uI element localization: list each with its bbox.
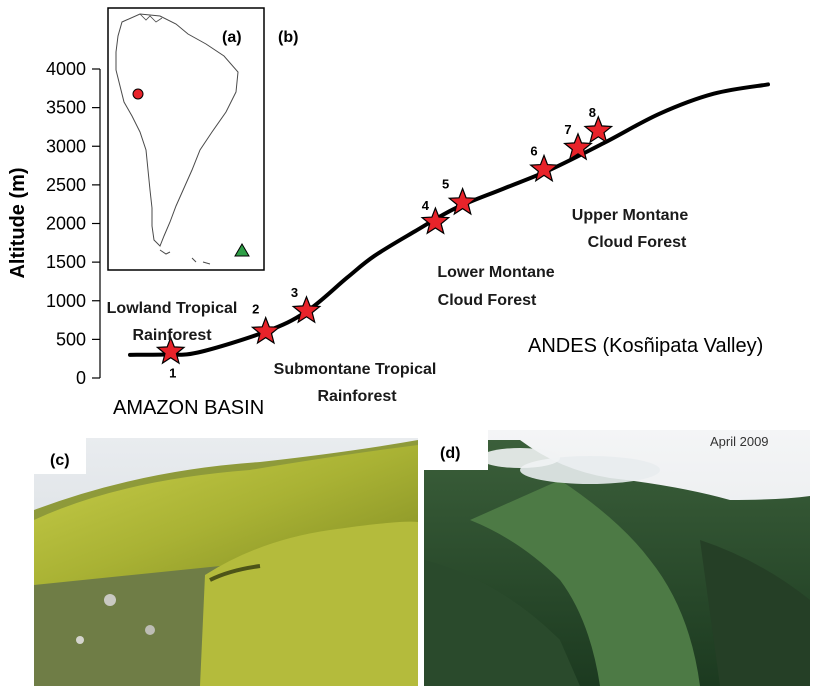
y-tick-label: 4000 <box>46 59 86 79</box>
zone-label-lowland-2: Rainforest <box>132 327 212 344</box>
site-label-3: 3 <box>291 285 298 300</box>
y-tick-label: 0 <box>76 368 86 388</box>
study-site-marker <box>132 88 144 100</box>
site-star-4 <box>420 206 451 235</box>
panel-label-a: (a) <box>222 29 242 46</box>
y-axis-title: Altitude (m) <box>7 167 29 278</box>
y-tick-label: 3000 <box>46 136 86 156</box>
y-tick-label: 2000 <box>46 214 86 234</box>
zone-label-upper-montane-2: Cloud Forest <box>588 234 687 251</box>
y-tick-label: 1000 <box>46 291 86 311</box>
triangle-marker <box>234 243 250 257</box>
zone-label-lowland-1: Lowland Tropical <box>107 300 238 317</box>
panel-d-label-box <box>424 430 488 470</box>
y-tick-label: 500 <box>56 329 86 349</box>
island-fragments <box>159 249 211 265</box>
site-star-3 <box>291 295 322 324</box>
zone-label-submontane-1: Submontane Tropical <box>274 361 437 378</box>
inset-map: (a) <box>107 7 265 271</box>
panel-label-c: (c) <box>50 452 70 469</box>
zone-label-submontane-2: Rainforest <box>317 388 397 405</box>
site-star-1 <box>155 336 186 365</box>
region-label-andes: ANDES (Kosñipata Valley) <box>528 335 763 357</box>
altitude-curve <box>128 82 770 357</box>
site-label-5: 5 <box>442 177 449 192</box>
site-label-6: 6 <box>530 143 537 158</box>
photo-cloud-forest-valley: (d) April 2009 <box>424 430 810 686</box>
south-america-outline <box>115 13 239 247</box>
altitude-chart: 0 500 1000 1500 2000 2500 3000 3500 4000 Altitud… <box>7 29 770 419</box>
y-ticks: 0 500 1000 1500 2000 2500 3000 3500 4000 <box>46 59 100 388</box>
panel-label-b: (b) <box>278 29 298 46</box>
coast-detail-north <box>139 13 163 23</box>
site-label-4: 4 <box>422 198 430 213</box>
photo-date-label: April 2009 <box>710 434 769 449</box>
site-star-8 <box>583 115 614 144</box>
site-label-1: 1 <box>169 366 176 381</box>
site-label-7: 7 <box>564 122 571 137</box>
y-tick-label: 3500 <box>46 98 86 118</box>
site-label-2: 2 <box>252 302 259 317</box>
photo-moss-cushions: (c) <box>34 438 418 686</box>
site-markers <box>155 115 614 365</box>
site-star-6 <box>529 153 559 183</box>
site-star-7 <box>562 132 593 161</box>
zone-label-upper-montane-1: Upper Montane <box>572 207 689 224</box>
zone-label-lower-montane-2: Cloud Forest <box>438 292 537 309</box>
panel-c-label-box <box>34 438 86 474</box>
site-label-8: 8 <box>589 105 596 120</box>
region-label-amazon: AMAZON BASIN <box>113 397 264 419</box>
site-star-5 <box>447 186 478 216</box>
y-tick-label: 2500 <box>46 175 86 195</box>
zone-label-lower-montane-1: Lower Montane <box>437 264 554 281</box>
site-labels: 1 2 3 45 6 7 8 <box>169 105 596 381</box>
panel-label-d: (d) <box>440 445 460 462</box>
y-tick-label: 1500 <box>46 252 86 272</box>
site-star-2 <box>250 315 281 345</box>
